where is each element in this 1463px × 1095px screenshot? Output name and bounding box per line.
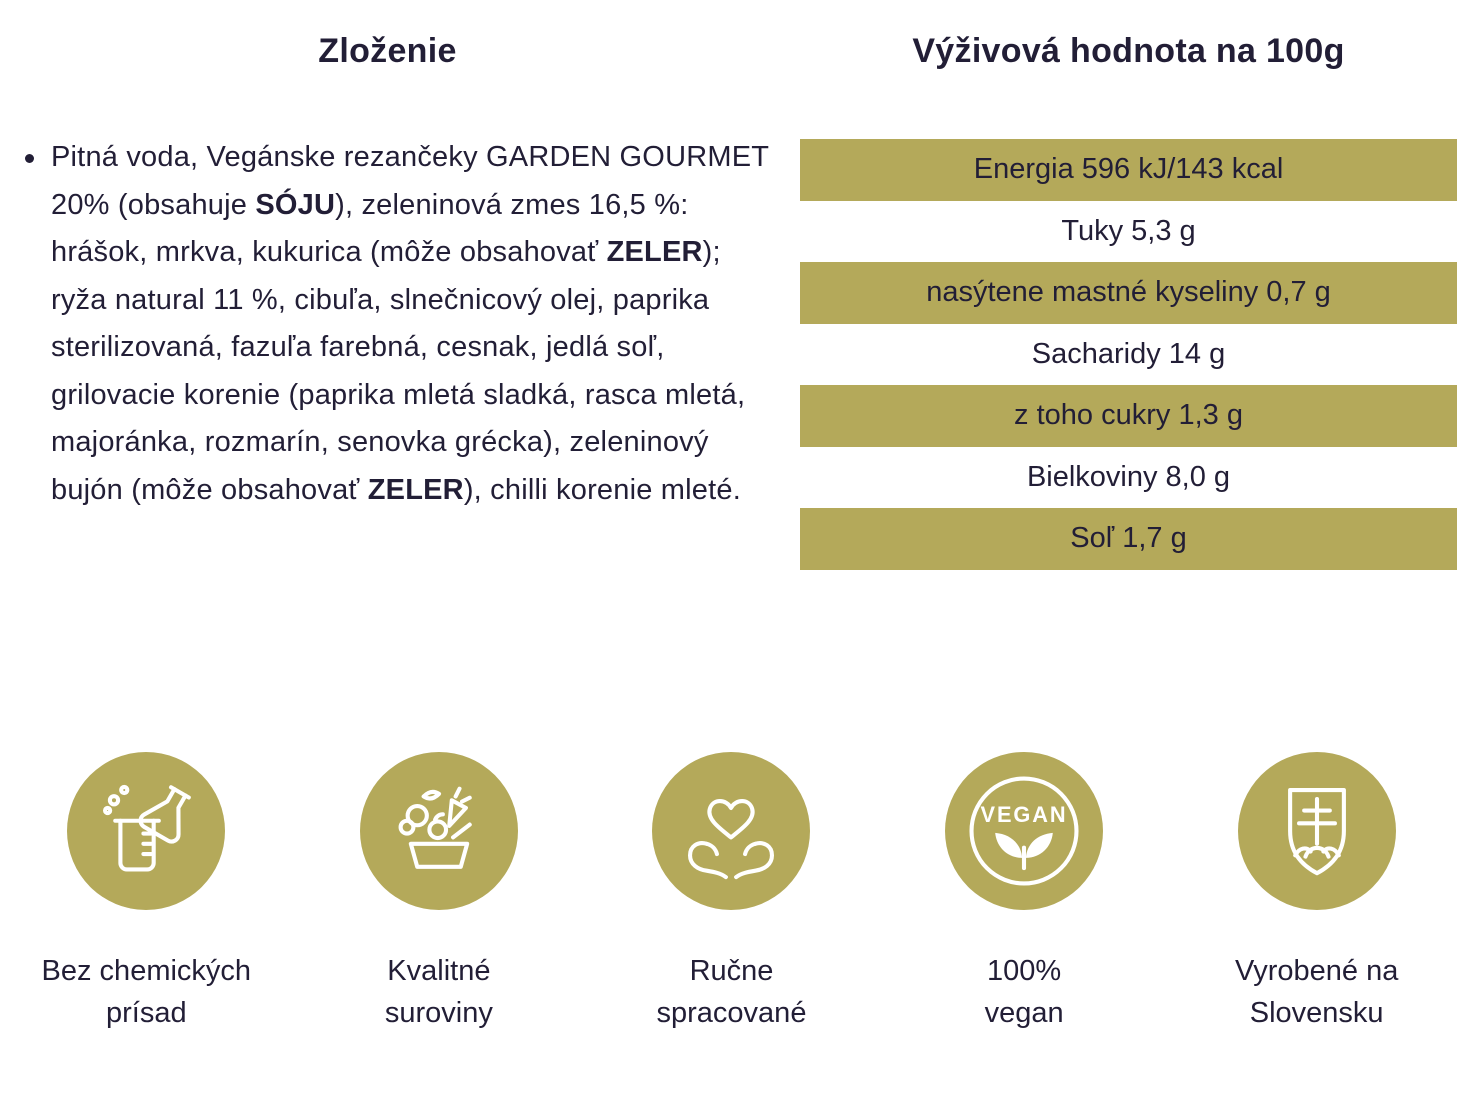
vegetables-icon xyxy=(359,752,518,910)
badge-vegan: VEGAN 100% vegan xyxy=(878,752,1171,1034)
ingredient-segment: ), chilli korenie mleté. xyxy=(463,473,741,506)
nutrition-title: Výživová hodnota na 100g xyxy=(912,32,1345,70)
flask-icon xyxy=(67,752,226,910)
badge-label: 100% vegan xyxy=(985,950,1064,1034)
nutrition-row-tuky: Tuky 5,3 g xyxy=(800,200,1457,262)
ingredients-title: Zloženie xyxy=(318,32,457,70)
ingredients-text: Pitná voda, Vegánske rezančeky GARDEN GO… xyxy=(51,134,770,514)
badge-label-line: Bez chemických xyxy=(41,955,252,987)
badge-quality-ingredients: Kvalitné suroviny xyxy=(293,752,586,1034)
bullet-point xyxy=(25,154,34,163)
badge-label-line: Slovensku xyxy=(1249,997,1384,1030)
badge-label-line: prísad xyxy=(105,997,187,1030)
badge-label-line: Ručne xyxy=(689,955,774,987)
allergen-soy: SÓJU xyxy=(255,188,336,221)
vegan-badge-icon: VEGAN xyxy=(945,752,1104,910)
heart-in-hands-icon xyxy=(652,752,811,910)
nutrition-row-sacharidy: Sacharidy 14 g xyxy=(800,323,1457,385)
nutrition-row-energia: Energia 596 kJ/143 kcal xyxy=(800,139,1457,201)
ingredient-segment: ); ryža natural 11 %, cibuľa, slnečnicov… xyxy=(51,236,746,506)
vegan-badge-text: VEGAN xyxy=(981,802,1068,827)
badge-label-line: 100% xyxy=(986,955,1062,987)
badge-label: Vyrobené na Slovensku xyxy=(1235,950,1398,1034)
badge-label-line: Vyrobené na xyxy=(1234,955,1399,987)
allergen-celery: ZELER xyxy=(367,473,464,506)
nutrition-row-cukry: z toho cukry 1,3 g xyxy=(800,385,1457,447)
badge-label-line: Kvalitné xyxy=(387,955,491,987)
ingredient-segment: ), zeleninová zmes 16,5 %: hrášok, mrkva… xyxy=(51,188,689,269)
badge-label-line: vegan xyxy=(984,997,1064,1030)
badge-label: Bez chemických prísad xyxy=(42,950,252,1034)
slovak-coat-of-arms-icon xyxy=(1237,752,1396,910)
nutrition-row-sol: Soľ 1,7 g xyxy=(800,508,1457,570)
badge-handmade: Ručne spracované xyxy=(585,752,878,1034)
badge-label: Ručne spracované xyxy=(657,950,807,1034)
badge-made-in-slovakia: Vyrobené na Slovensku xyxy=(1170,752,1463,1034)
badge-no-chemicals: Bez chemických prísad xyxy=(0,752,293,1034)
ingredient-segment: Pitná voda, Vegánske rezančeky GARDEN GO… xyxy=(51,141,769,221)
badge-label-line: spracované xyxy=(656,997,807,1030)
nutrition-table: Energia 596 kJ/143 kcal Tuky 5,3 g nasýt… xyxy=(800,139,1457,570)
nutrition-row-nasytene: nasýtene mastné kyseliny 0,7 g xyxy=(800,262,1457,324)
badge-label-line: suroviny xyxy=(384,997,493,1030)
nutrition-row-bielkoviny: Bielkoviny 8,0 g xyxy=(800,446,1457,508)
badge-label: Kvalitné suroviny xyxy=(385,950,493,1034)
ingredients-list: Pitná voda, Vegánske rezančeky GARDEN GO… xyxy=(22,134,770,514)
allergen-celery: ZELER xyxy=(606,236,703,269)
badges-row: Bez chemických prísad xyxy=(0,752,1463,1034)
